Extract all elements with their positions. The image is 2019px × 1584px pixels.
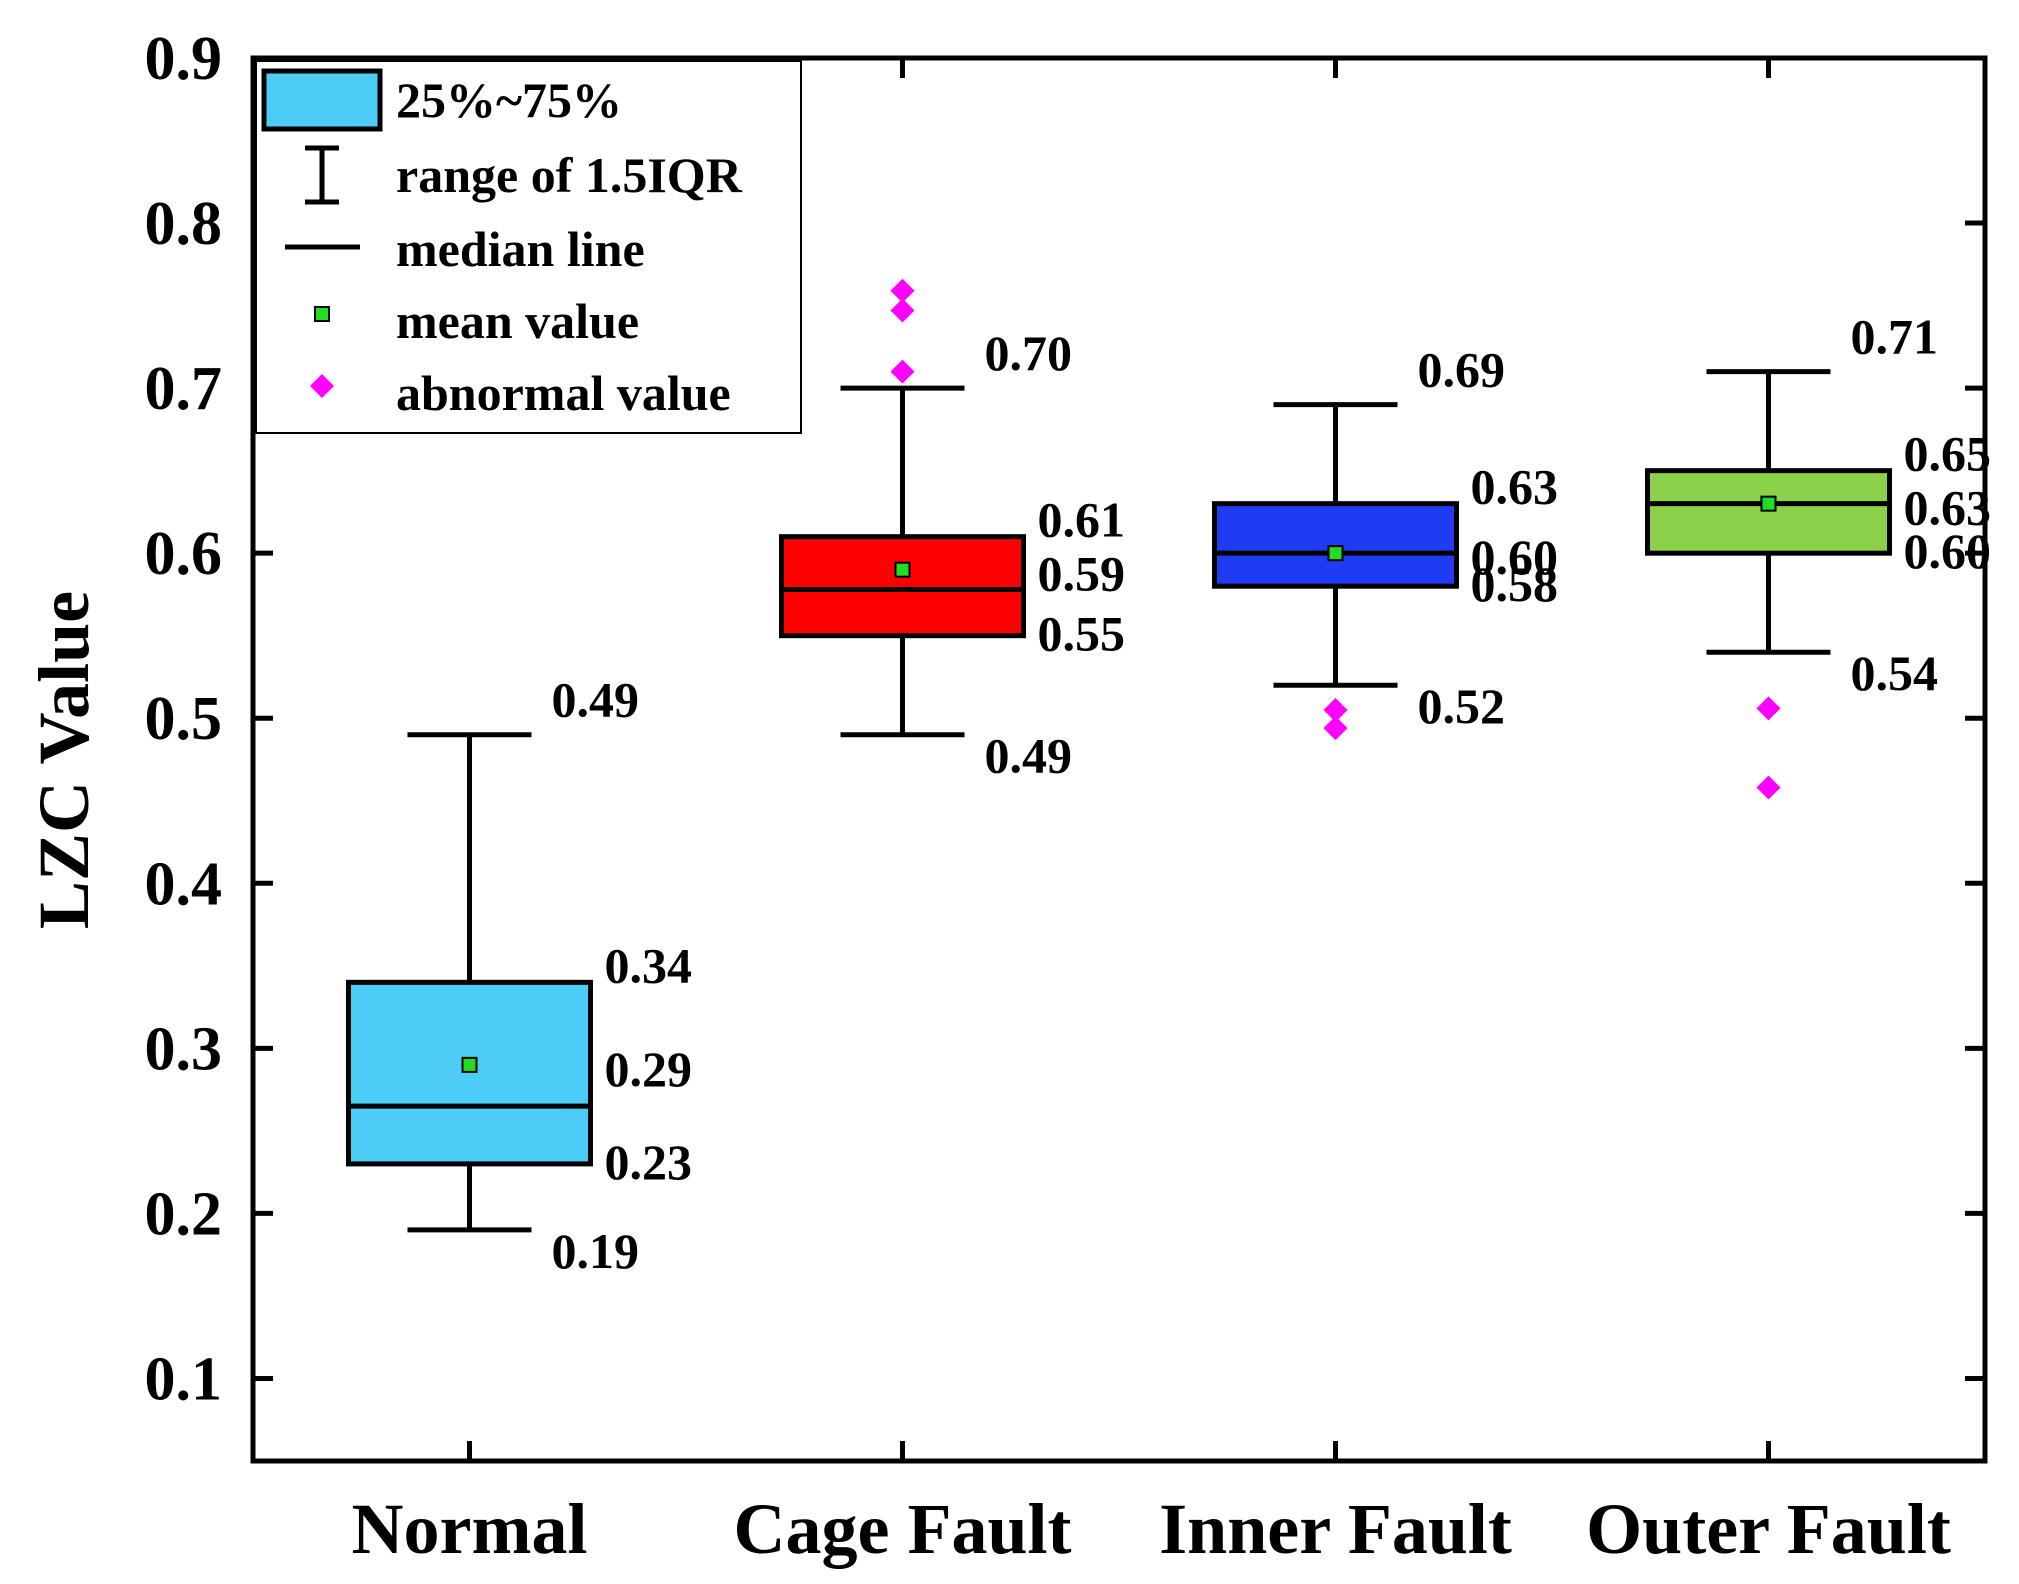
mean-label: 0.60 — [1471, 529, 1559, 585]
legend-label: abnormal value — [396, 365, 731, 421]
outlier-marker — [890, 359, 915, 384]
q3-label: 0.61 — [1038, 492, 1126, 548]
box-group: 0.69 0.63 0.600.58 0.52 — [1212, 342, 1559, 741]
x-category-label: Inner Fault — [1159, 1489, 1512, 1569]
x-category-label: Outer Fault — [1586, 1489, 1951, 1569]
q3-label: 0.65 — [1904, 426, 1992, 482]
q1-label: 0.58 — [1471, 556, 1559, 612]
mean-label: 0.29 — [605, 1041, 693, 1097]
iqr-box — [1645, 468, 1892, 556]
x-category-label: Cage Fault — [734, 1489, 1072, 1569]
iqr-box — [1212, 501, 1459, 589]
y-tick-label: 0.9 — [145, 25, 223, 93]
box-group: 0.70 0.610.590.55 0.49 — [779, 278, 1126, 784]
outlier-marker — [1323, 716, 1348, 741]
upper-whisker-label: 0.49 — [552, 672, 640, 728]
y-tick-label: 0.7 — [145, 355, 223, 423]
y-tick-label: 0.2 — [145, 1180, 223, 1248]
legend-label: range of 1.5IQR — [396, 147, 743, 203]
upper-whisker-label: 0.71 — [1851, 309, 1939, 365]
upper-whisker-label: 0.69 — [1418, 342, 1506, 398]
legend-label: 25%~75% — [396, 72, 622, 128]
box-group: 0.49 0.34 0.29 0.23 0.19 — [346, 672, 693, 1279]
y-axis: 0.1 0.2 0.3 0.4 0.5 0.6 0.7 0.8 0.9 — [145, 25, 1985, 1413]
box-group: 0.71 0.650.630.60 0.54 — [1645, 309, 1992, 800]
x-axis: Normal Cage Fault Inner Fault Outer Fault — [352, 58, 1951, 1569]
mean-label: 0.59 — [1038, 546, 1126, 602]
legend-label: mean value — [396, 293, 639, 349]
lower-whisker-label: 0.54 — [1851, 645, 1939, 701]
iqr-box — [346, 979, 593, 1167]
outlier-marker — [1756, 696, 1781, 721]
upper-whisker-label: 0.70 — [985, 325, 1073, 381]
lower-whisker-label: 0.52 — [1418, 678, 1506, 734]
y-tick-label: 0.1 — [145, 1345, 223, 1413]
q1-label: 0.23 — [605, 1134, 693, 1190]
plot-series: 0.49 0.34 0.29 0.23 0.19 0.70 0.610.590.55 0.49… — [346, 278, 1992, 1279]
legend: 25%~75% range of 1.5IQR median line mean va… — [255, 60, 802, 434]
mean-marker — [1327, 545, 1344, 562]
legend-outlier-swatch — [310, 374, 334, 398]
y-axis-title: LZC Value — [24, 591, 104, 929]
legend-mean-swatch — [314, 306, 330, 322]
y-tick-label: 0.4 — [145, 850, 223, 918]
outlier-marker — [890, 298, 915, 323]
outlier-marker — [1756, 775, 1781, 800]
mean-marker — [894, 561, 911, 578]
q1-label: 0.60 — [1904, 523, 1992, 579]
lower-whisker-label: 0.49 — [985, 728, 1073, 784]
q3-label: 0.63 — [1471, 459, 1559, 515]
legend-label: median line — [396, 221, 645, 277]
outlier-marker — [890, 278, 915, 303]
x-category-label: Normal — [352, 1489, 588, 1569]
plot-frame — [250, 55, 1988, 1464]
legend-box-swatch — [261, 68, 383, 132]
q3-label: 0.34 — [605, 937, 693, 993]
mean-marker — [461, 1056, 478, 1073]
y-tick-label: 0.6 — [145, 520, 223, 588]
mean-label: 0.63 — [1904, 480, 1992, 536]
y-tick-label: 0.5 — [145, 685, 223, 753]
lower-whisker-label: 0.19 — [552, 1223, 640, 1279]
outlier-marker — [1323, 697, 1348, 722]
y-tick-label: 0.8 — [145, 190, 223, 258]
q1-label: 0.55 — [1038, 606, 1126, 662]
y-tick-label: 0.3 — [145, 1015, 223, 1083]
mean-marker — [1760, 495, 1777, 512]
iqr-box — [779, 534, 1026, 639]
